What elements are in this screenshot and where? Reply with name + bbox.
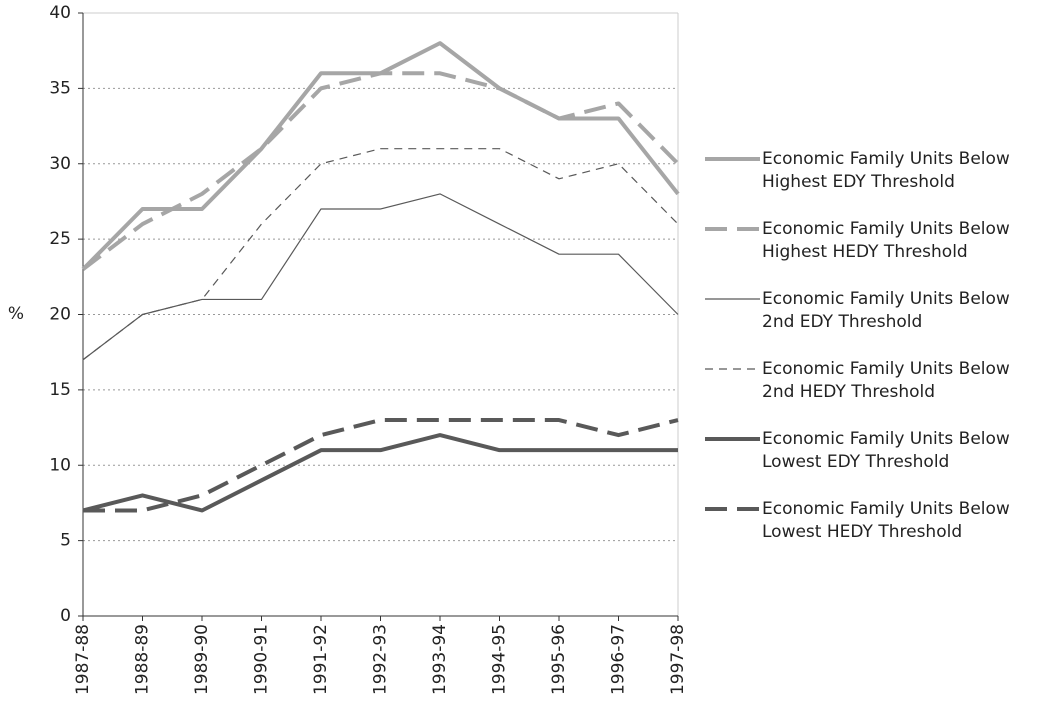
series-line	[83, 418, 679, 513]
x-tick-label: 1991-92	[311, 624, 331, 695]
x-tick-label: 1992-93	[371, 624, 391, 695]
legend-label: Economic Family Units Below 2nd HEDY Thr…	[762, 359, 1010, 402]
series-line	[81, 41, 680, 271]
series-line	[81, 71, 680, 271]
legend-label: Economic Family Units Below Highest EDY …	[762, 149, 1010, 192]
x-tick-label: 1994-95	[490, 624, 510, 695]
y-tick-label: 20	[49, 305, 71, 325]
y-tick-label: 5	[60, 531, 71, 551]
x-tick-label: 1996-97	[609, 624, 629, 695]
legend-label: Economic Family Units Below 2nd EDY Thre…	[762, 289, 1010, 332]
x-tick-label: 1997-98	[668, 624, 688, 695]
x-tick-label: 1993-94	[430, 624, 450, 695]
y-tick-label: 10	[49, 455, 71, 475]
x-tick-label: 1988-89	[133, 624, 153, 695]
y-axis-label: %	[8, 304, 24, 324]
y-tick-label: 25	[49, 229, 71, 249]
y-tick-label: 15	[49, 380, 71, 400]
y-tick-label: 30	[49, 154, 71, 174]
legend-label: Economic Family Units Below Lowest EDY T…	[762, 429, 1010, 472]
series-line	[82, 148, 679, 361]
y-tick-label: 35	[49, 78, 71, 98]
x-tick-label: 1990-91	[252, 624, 272, 695]
series-line	[82, 433, 678, 513]
x-tick-label: 1989-90	[192, 624, 212, 695]
x-tick-label: 1987-88	[73, 624, 93, 695]
x-tick-label: 1995-96	[549, 624, 569, 695]
y-tick-label: 40	[49, 3, 71, 23]
legend-label: Economic Family Units Below Lowest HEDY …	[762, 499, 1010, 542]
y-tick-label: 0	[60, 606, 71, 626]
legend-label: Economic Family Units Below Highest HEDY…	[762, 219, 1010, 262]
series-line	[82, 193, 679, 361]
